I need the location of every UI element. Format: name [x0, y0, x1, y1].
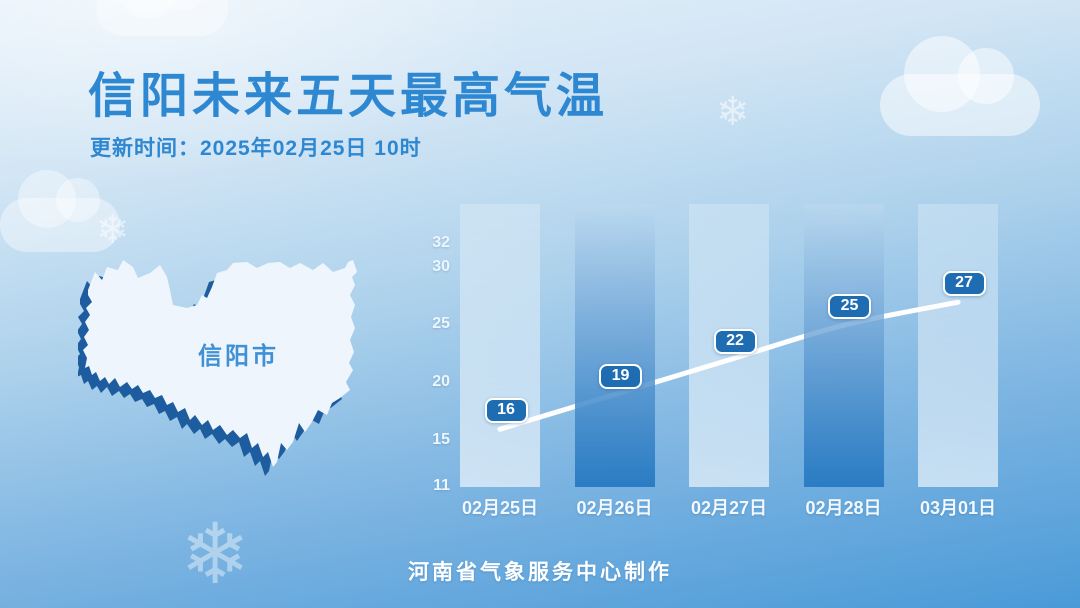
day-column: [574, 204, 655, 487]
cloud-icon: [0, 170, 120, 252]
cloud-icon: [880, 36, 1040, 136]
xinyang-map: [78, 260, 357, 476]
y-axis-label: 25: [432, 315, 450, 333]
temperature-chart: 02月25日 02月26日 02月27日 02月28日 03月01日 11 15 20 25 30…: [420, 204, 1040, 534]
temp-badge: 19: [599, 363, 642, 389]
y-axis-label: 15: [432, 430, 450, 448]
x-axis-label: 02月25日: [461, 498, 539, 518]
page-title: 信阳未来五天最高气温: [88, 70, 609, 123]
snowflake-icon: ❄: [716, 89, 750, 135]
x-axis-label: 02月26日: [576, 498, 653, 518]
y-axis-label: 20: [432, 373, 450, 391]
map-shape: [83, 260, 357, 467]
temp-badge: 22: [713, 328, 757, 354]
snowflake-icon: ❄: [180, 505, 251, 603]
credit-text: 河南省气象服务中心制作: [408, 561, 672, 584]
day-column: [460, 204, 540, 487]
x-axis-label: 03月01日: [919, 498, 997, 518]
day-column: [918, 204, 998, 487]
y-axis-label: 32: [432, 234, 450, 252]
temp-badge: 25: [828, 294, 871, 320]
cloud-icon: [96, 0, 228, 36]
snowflake-icon: ❄: [96, 207, 130, 253]
map-region-label: 信阳市: [198, 343, 279, 370]
temp-badge: 16: [484, 398, 528, 424]
y-axis-label: 30: [432, 257, 450, 275]
update-time: 更新时间：2025年02月25日 10时: [90, 137, 422, 160]
temp-badge: 27: [942, 271, 986, 297]
y-axis-label: 11: [433, 477, 450, 494]
day-column: [803, 204, 884, 487]
x-axis-label: 02月28日: [805, 498, 882, 518]
x-axis-label: 02月27日: [690, 498, 768, 518]
